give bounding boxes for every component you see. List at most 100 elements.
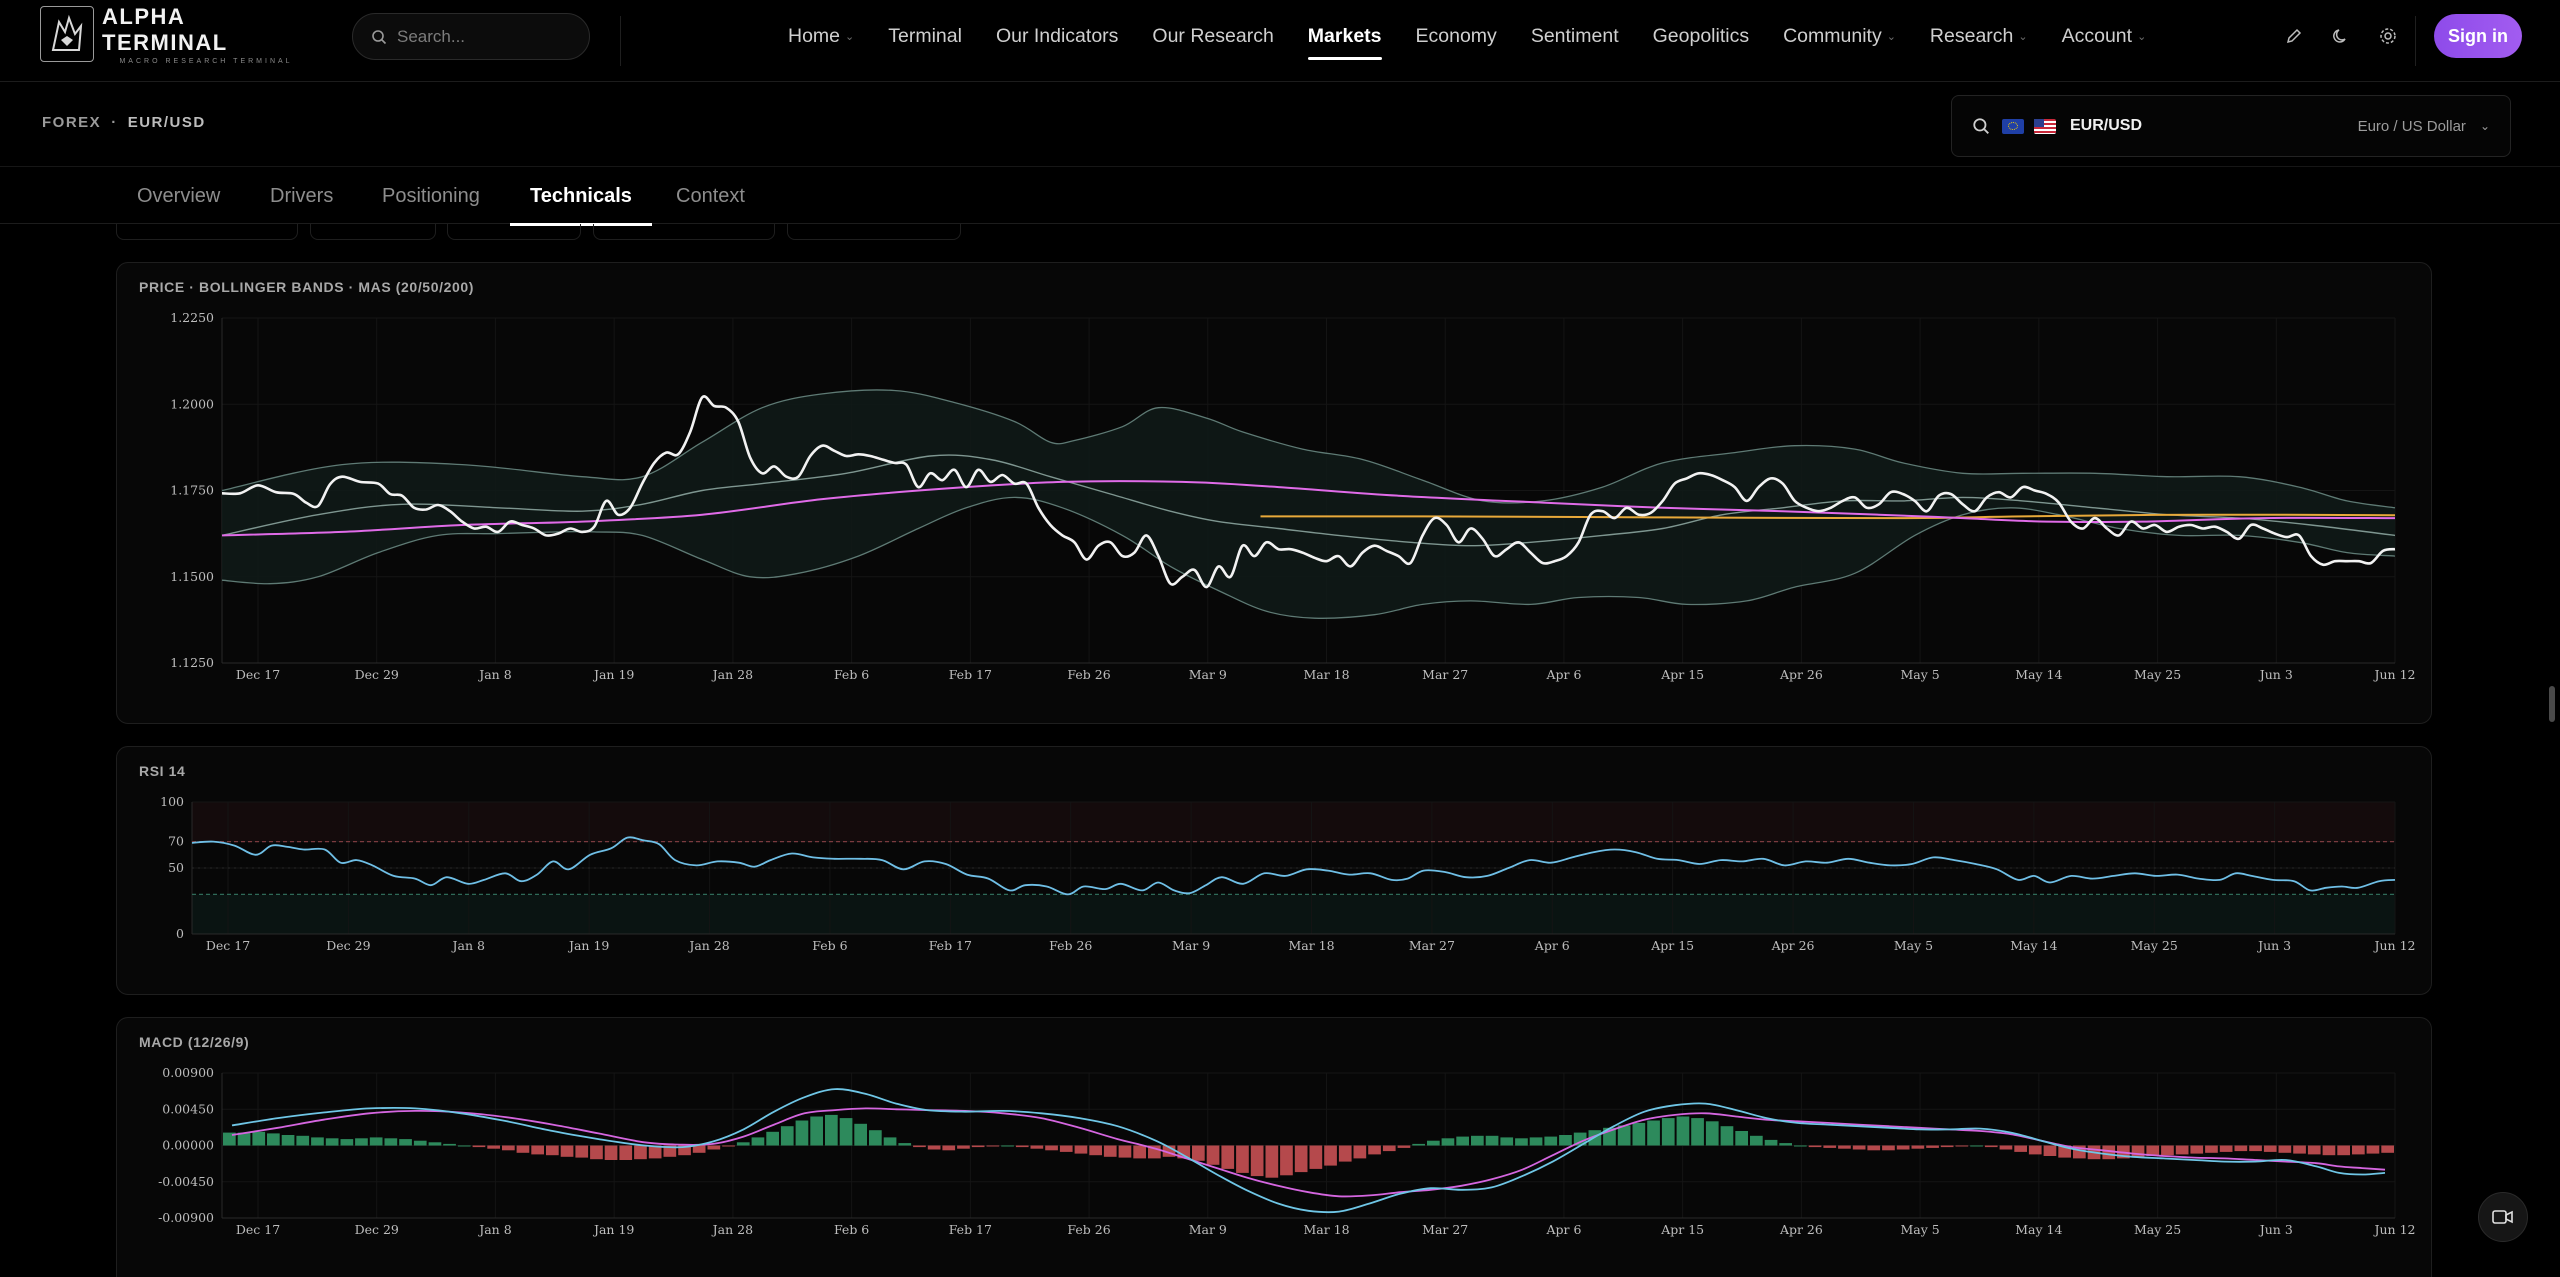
macd-histogram-bar xyxy=(1015,1145,1029,1148)
x-tick-label: Mar 27 xyxy=(1409,938,1455,953)
macd-histogram-bar xyxy=(957,1145,970,1149)
tab-technicals[interactable]: Technicals xyxy=(510,167,652,226)
scrollbar-thumb[interactable] xyxy=(2549,686,2555,722)
ma-20-line xyxy=(221,454,2396,547)
x-tick-label: Mar 9 xyxy=(1189,667,1227,682)
pair-selector[interactable]: EUR/USD Euro / US Dollar ⌄ xyxy=(1951,95,2511,157)
nav-economy[interactable]: Economy xyxy=(1415,24,1497,47)
main-nav: Home ⌄ Terminal Our Indicators Our Resear… xyxy=(788,0,2180,72)
x-tick-label: Jan 28 xyxy=(687,938,729,953)
x-tick-label: Mar 18 xyxy=(1303,667,1349,682)
macd-histogram-bar xyxy=(1500,1137,1514,1146)
macd-histogram-bar xyxy=(795,1120,809,1146)
x-tick-label: Apr 15 xyxy=(1650,938,1694,953)
breadcrumb-section[interactable]: FOREX xyxy=(42,114,102,131)
macd-histogram-bar xyxy=(604,1145,618,1160)
macd-histogram-bar xyxy=(1735,1131,1748,1146)
x-tick-label: May 5 xyxy=(1900,1222,1939,1237)
y-tick-label: 0 xyxy=(176,926,184,941)
macd-histogram-bar xyxy=(2337,1145,2350,1156)
macd-histogram-bar xyxy=(1250,1145,1264,1177)
tab-overview[interactable]: Overview xyxy=(137,184,221,207)
scrolled-chip xyxy=(787,224,961,240)
moon-icon[interactable] xyxy=(2325,20,2357,52)
macd-histogram-bar xyxy=(1764,1139,1778,1146)
us-flag-icon xyxy=(2034,118,2056,134)
macd-histogram-bar xyxy=(1471,1135,1484,1146)
x-tick-label: May 5 xyxy=(1894,938,1933,953)
nav-geopolitics[interactable]: Geopolitics xyxy=(1652,24,1750,47)
macd-histogram-bar xyxy=(1456,1136,1469,1146)
macd-histogram-bar xyxy=(2381,1145,2394,1153)
gear-icon[interactable] xyxy=(2372,20,2404,52)
nav-markets[interactable]: Markets xyxy=(1307,0,1382,72)
nav-account[interactable]: Account ⌄ xyxy=(2061,24,2147,47)
macd-histogram-bar xyxy=(1779,1143,1792,1146)
tab-positioning[interactable]: Positioning xyxy=(382,184,480,207)
price-chart[interactable]: Dec 17 Dec 29 Jan 8 Jan 19 Jan 28 Feb 6 Feb 17… xyxy=(117,263,2432,724)
macd-histogram-bar xyxy=(1324,1145,1337,1166)
tab-drivers[interactable]: Drivers xyxy=(270,184,334,207)
macd-histogram-bar xyxy=(1529,1137,1543,1146)
x-tick-label: Mar 9 xyxy=(1172,938,1210,953)
rsi-chart-panel: RSI 14 Dec 17 Dec 29 Jan 8 Jan 19 Jan 28 Feb … xyxy=(116,746,2432,995)
macd-histogram-bar xyxy=(766,1131,779,1146)
brand-logo[interactable]: ALPHA TERMINAL MACRO RESEARCH TERMINAL xyxy=(40,4,310,65)
sign-in-button[interactable]: Sign in xyxy=(2434,14,2522,58)
nav-our-indicators[interactable]: Our Indicators xyxy=(995,24,1119,47)
x-tick-label: Apr 15 xyxy=(1660,1222,1704,1237)
x-tick-label: Jan 28 xyxy=(711,1222,753,1237)
macd-histogram-bar xyxy=(457,1145,471,1147)
macd-histogram-bar xyxy=(2278,1145,2292,1153)
nav-community[interactable]: Community ⌄ xyxy=(1783,24,1896,47)
macd-histogram-bar xyxy=(2190,1145,2204,1154)
x-tick-label: Dec 29 xyxy=(326,938,370,953)
macd-histogram-bar xyxy=(384,1138,398,1146)
macd-histogram-bar xyxy=(1338,1145,1352,1162)
section-tabs: Overview Drivers Positioning Technicals … xyxy=(0,166,2560,226)
macd-histogram-bar xyxy=(1265,1145,1279,1178)
macd-chart[interactable]: Dec 17 Dec 29 Jan 8 Jan 19 Jan 28 Feb 6 Feb 17… xyxy=(117,1018,2432,1277)
tab-context[interactable]: Context xyxy=(676,184,745,207)
nav-sentiment[interactable]: Sentiment xyxy=(1530,24,1619,47)
macd-histogram-bar xyxy=(1074,1145,1088,1154)
ma-50-line xyxy=(221,480,2396,537)
search-box[interactable] xyxy=(352,13,590,60)
nav-our-research[interactable]: Our Research xyxy=(1152,24,1274,47)
x-tick-label: Apr 15 xyxy=(1660,667,1704,682)
y-tick-label: 1.2000 xyxy=(170,396,214,411)
x-tick-label: Jun 3 xyxy=(2256,938,2291,953)
video-camera-button[interactable] xyxy=(2478,1192,2528,1242)
macd-histogram-bar xyxy=(2352,1145,2365,1155)
macd-histogram-bar xyxy=(2205,1145,2218,1153)
x-tick-label: Mar 9 xyxy=(1189,1222,1227,1237)
macd-histogram-bar xyxy=(590,1145,603,1160)
macd-histogram-bar xyxy=(634,1145,647,1160)
nav-terminal[interactable]: Terminal xyxy=(888,24,962,47)
pencil-icon[interactable] xyxy=(2278,20,2310,52)
macd-histogram-bar xyxy=(619,1145,633,1160)
x-tick-label: Feb 26 xyxy=(1067,1222,1110,1237)
macd-histogram-bar xyxy=(1309,1145,1323,1169)
nav-research[interactable]: Research ⌄ xyxy=(1929,24,2028,47)
macd-histogram-bar xyxy=(722,1145,735,1147)
search-input[interactable] xyxy=(397,26,577,47)
macd-histogram-bar xyxy=(1368,1145,1381,1155)
x-tick-label: Apr 6 xyxy=(1534,938,1570,953)
macd-histogram-bar xyxy=(546,1145,559,1156)
pair-code: EUR/USD xyxy=(2070,117,2143,134)
macd-histogram-bar xyxy=(1720,1126,1734,1146)
x-tick-label: Dec 29 xyxy=(355,1222,399,1237)
macd-histogram-bar xyxy=(2322,1145,2336,1156)
nav-home[interactable]: Home ⌄ xyxy=(788,24,855,47)
macd-histogram-bar xyxy=(443,1143,456,1146)
x-tick-label: Mar 18 xyxy=(1288,938,1334,953)
x-tick-label: Jan 8 xyxy=(477,667,511,682)
rsi-chart[interactable]: Dec 17 Dec 29 Jan 8 Jan 19 Jan 28 Feb 6 Feb 17… xyxy=(117,747,2432,995)
macd-histogram-bar xyxy=(825,1114,838,1146)
macd-histogram-bar xyxy=(1691,1118,1704,1146)
x-tick-label: May 25 xyxy=(2134,667,2181,682)
macd-histogram-bar xyxy=(854,1123,867,1146)
x-tick-label: Apr 6 xyxy=(1545,667,1581,682)
chevron-down-icon: ⌄ xyxy=(2479,119,2490,133)
